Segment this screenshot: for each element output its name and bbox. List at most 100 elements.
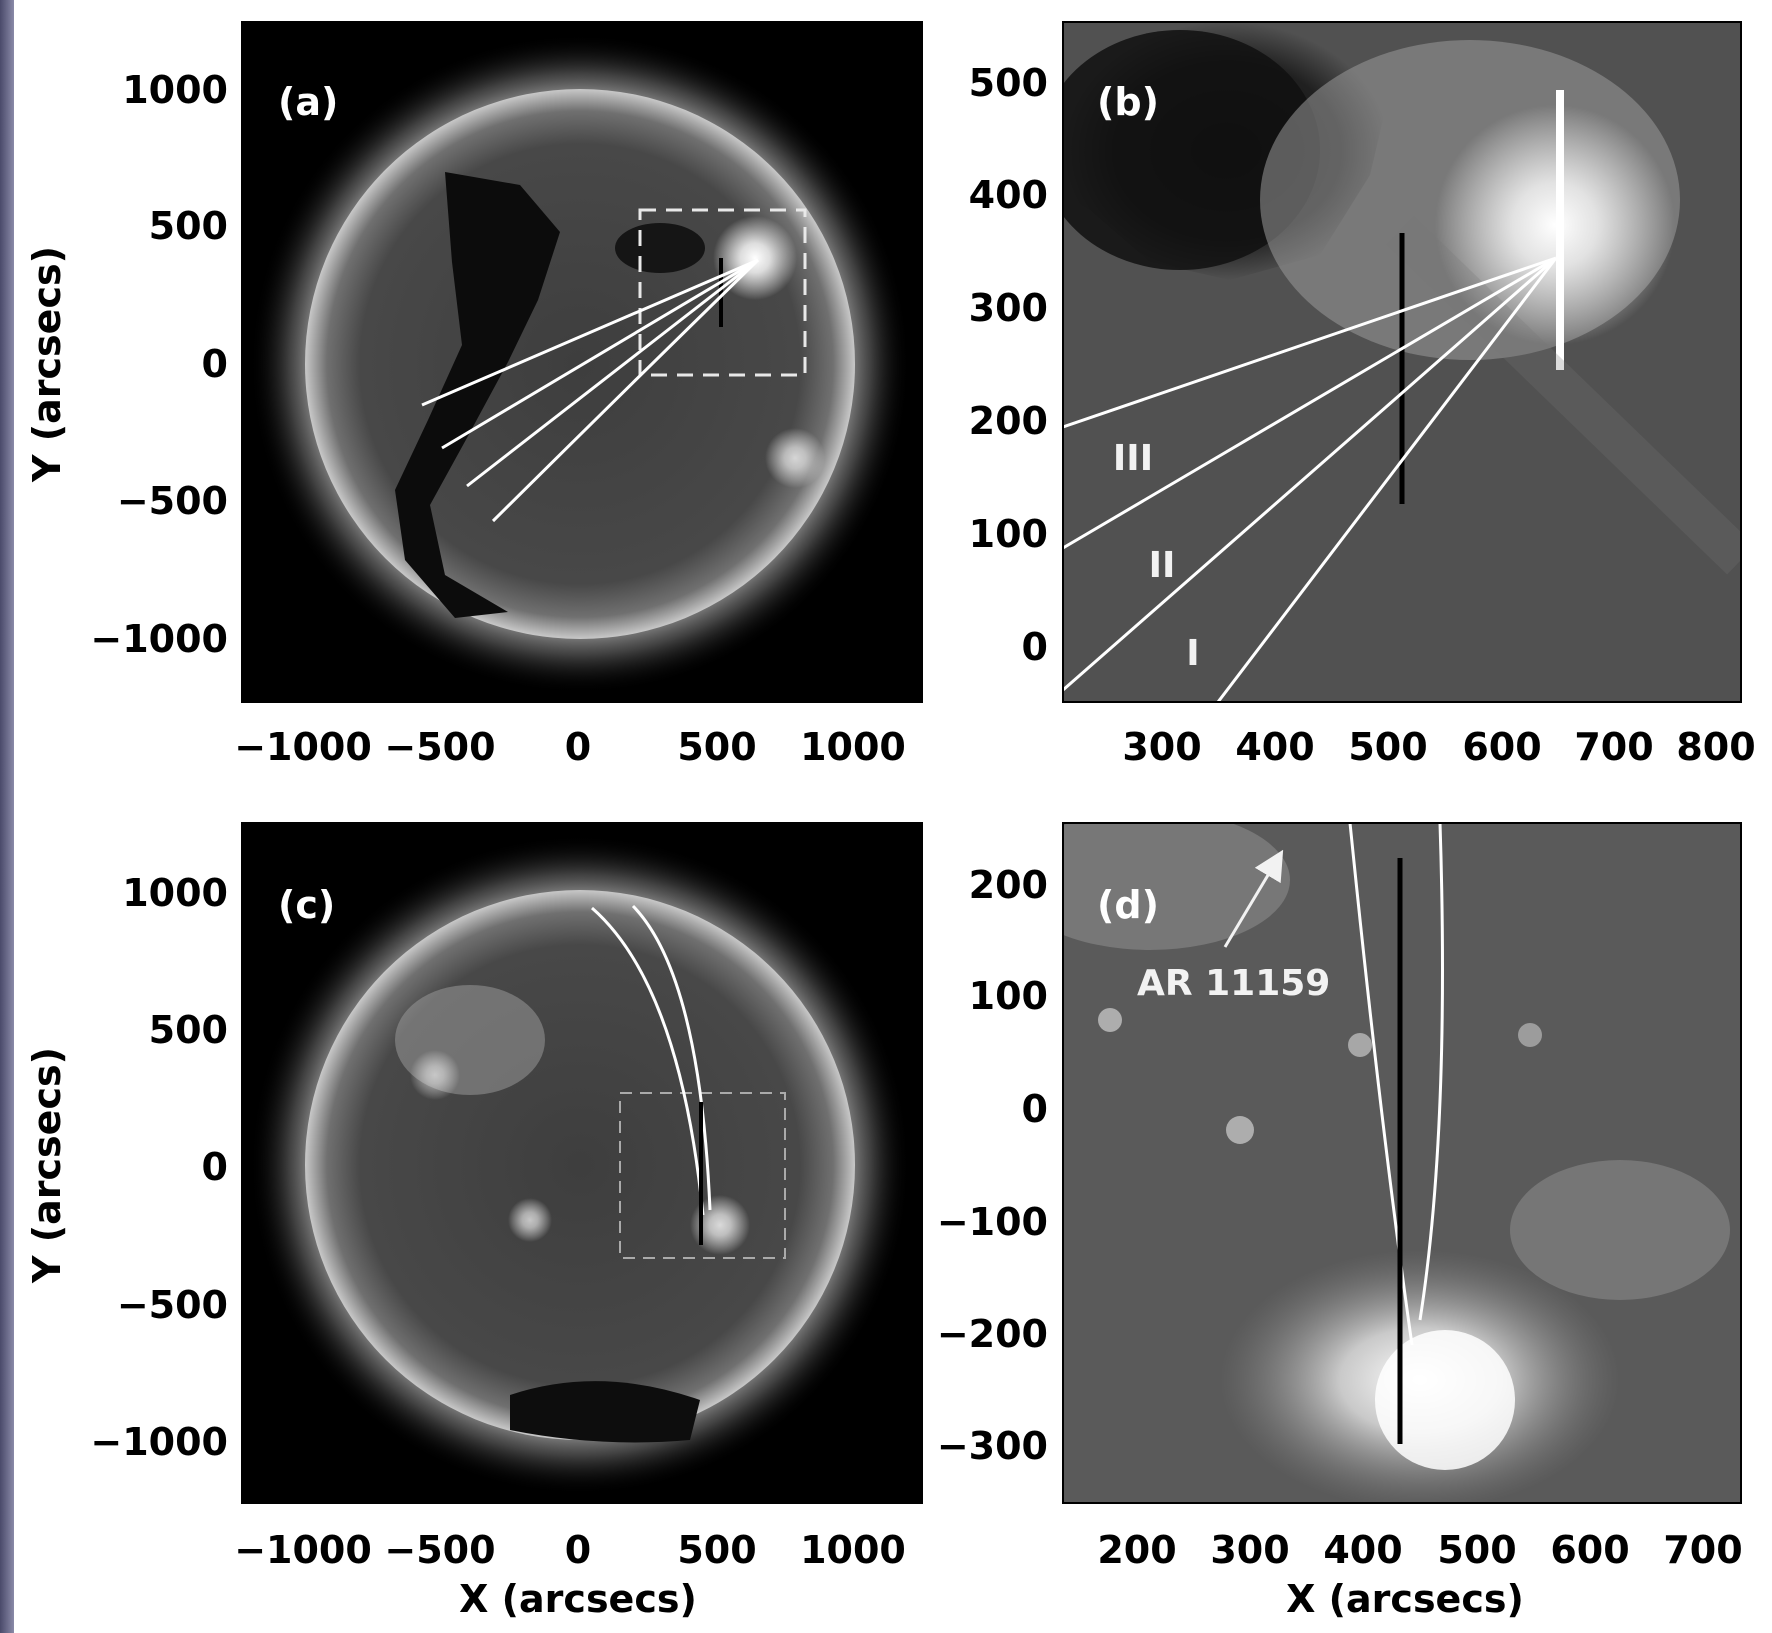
panel-b-x-ticks: 300 400 500 600 700 800: [1122, 725, 1755, 769]
panel-d-x-ticks: 200 300 400 500 600 700: [1097, 1528, 1742, 1572]
y-axis-title-bottom: Y (arcsecs): [25, 1047, 69, 1284]
panel-d-path: [1418, 823, 1444, 1321]
path-label-ii: II: [1149, 545, 1176, 586]
panel-c-path: [591, 906, 705, 1216]
x-tick-label: 400: [1235, 725, 1314, 769]
panel-a-zoom-box: [638, 208, 807, 377]
x-tick-label: 500: [677, 725, 756, 769]
panel-c-zoom-box: [619, 1092, 786, 1259]
panel-b-path: [1063, 256, 1557, 429]
panel-d-path: [1348, 823, 1414, 1346]
y-tick-label: 0: [202, 342, 228, 386]
path-label-i: I: [1186, 633, 1199, 674]
panel-a-path: [466, 258, 759, 488]
y-tick-label: 200: [969, 399, 1048, 443]
panel-b-y-ticks: 500 400 300 200 100 0: [969, 61, 1048, 669]
y-tick-label: 500: [149, 204, 228, 248]
panel-b-label: (b): [1097, 80, 1159, 124]
y-tick-label: −100: [937, 1200, 1048, 1244]
x-tick-label: −500: [384, 1528, 495, 1572]
panel-b-wave-paths: [1063, 256, 1558, 702]
panel-c-y-ticks: 1000 500 0 −500 −1000: [90, 871, 228, 1464]
y-tick-label: −300: [937, 1424, 1048, 1468]
panel-b: III II I (b) 500 400 300 200 100 0 300 4…: [969, 21, 1756, 769]
x-tick-label: 400: [1323, 1528, 1402, 1572]
x-tick-label: 500: [1348, 725, 1427, 769]
y-tick-label: 400: [969, 173, 1048, 217]
x-tick-label: 300: [1210, 1528, 1289, 1572]
y-tick-label: −1000: [90, 1420, 228, 1464]
y-tick-label: 100: [969, 512, 1048, 556]
x-tick-label: 0: [565, 1528, 591, 1572]
panel-c-x-ticks: −1000 −500 0 500 1000: [234, 1528, 906, 1572]
y-tick-label: 0: [202, 1145, 228, 1189]
x-tick-label: −500: [384, 725, 495, 769]
x-tick-label: −1000: [234, 1528, 372, 1572]
panel-d: AR 11159 (d) 200 100 0 −100 −200 −300 20…: [937, 822, 1743, 1572]
x-tick-label: 1000: [800, 1528, 906, 1572]
panel-a-x-ticks: −1000 −500 0 500 1000: [234, 725, 906, 769]
panel-b-path: [1216, 257, 1558, 702]
active-region-label: AR 11159: [1137, 963, 1330, 1004]
y-tick-label: 0: [1022, 625, 1048, 669]
panel-b-path: [1063, 256, 1557, 692]
panel-a-path: [421, 258, 759, 407]
panel-b-dark-core: [1063, 30, 1320, 270]
y-tick-label: 100: [969, 974, 1048, 1018]
y-tick-label: 300: [969, 286, 1048, 330]
panel-b-frame: [1062, 21, 1742, 703]
panel-a-wave-paths: [421, 258, 760, 523]
x-tick-label: 0: [565, 725, 591, 769]
y-tick-label: −200: [937, 1312, 1048, 1356]
panel-c-label: (c): [278, 883, 335, 927]
y-tick-label: 0: [1022, 1087, 1048, 1131]
panel-d-frame: [1062, 822, 1742, 1504]
y-tick-label: 1000: [122, 871, 228, 915]
panel-a-coronal-hole: [395, 172, 560, 618]
y-tick-label: 500: [969, 61, 1048, 105]
y-tick-label: 200: [969, 863, 1048, 907]
panel-c-ar-bright: [690, 1195, 750, 1255]
x-tick-label: 200: [1097, 1528, 1176, 1572]
x-tick-label: 300: [1122, 725, 1201, 769]
panel-b-flare-site: [1435, 105, 1675, 345]
x-tick-label: 600: [1462, 725, 1541, 769]
x-tick-label: 800: [1676, 725, 1755, 769]
panel-a-y-ticks: 1000 500 0 −500 −1000: [90, 68, 228, 661]
x-tick-label: 500: [677, 1528, 756, 1572]
panel-c-wave-paths: [591, 904, 712, 1216]
path-label-iii: III: [1113, 438, 1153, 479]
x-axis-title-right: X (arcsecs): [1286, 1577, 1524, 1621]
panel-a-solar-disk: [305, 89, 855, 639]
panel-a-path: [491, 258, 760, 523]
page-edge-strip: [0, 0, 14, 1633]
y-tick-label: −500: [117, 479, 228, 523]
x-tick-label: 1000: [800, 725, 906, 769]
panel-d-label: (d): [1097, 883, 1159, 927]
panel-a-frame: [241, 21, 923, 703]
panel-a-path: [441, 258, 759, 450]
panel-c-frame: [241, 822, 923, 1504]
panel-c-solar-disk: [305, 890, 855, 1440]
y-tick-label: 500: [149, 1008, 228, 1052]
panel-d-y-ticks: 200 100 0 −100 −200 −300: [937, 863, 1048, 1468]
panel-d-arrow: [1223, 849, 1284, 948]
x-axis-title-left: X (arcsecs): [459, 1577, 697, 1621]
panel-a-flare-site: [713, 216, 797, 300]
panel-c-coronal-hole: [510, 1381, 700, 1443]
panel-c-path: [631, 904, 712, 1211]
y-tick-label: 1000: [122, 68, 228, 112]
x-tick-label: 600: [1550, 1528, 1629, 1572]
panel-d-upper-ar: [1063, 823, 1290, 950]
x-tick-label: 500: [1437, 1528, 1516, 1572]
panel-a-label: (a): [278, 80, 338, 124]
panel-a-dark-region: [615, 223, 705, 273]
y-tick-label: −1000: [90, 617, 228, 661]
panel-a: (a) 1000 500 0 −500 −1000 −1000 −500 0 5…: [90, 21, 923, 769]
y-tick-label: −500: [117, 1283, 228, 1327]
x-tick-label: −1000: [234, 725, 372, 769]
panel-d-wave-paths: [1348, 823, 1444, 1346]
panel-a-bright-region: [765, 428, 825, 488]
panel-c: (c) 1000 500 0 −500 −1000 −1000 −500 0 5…: [90, 822, 923, 1572]
